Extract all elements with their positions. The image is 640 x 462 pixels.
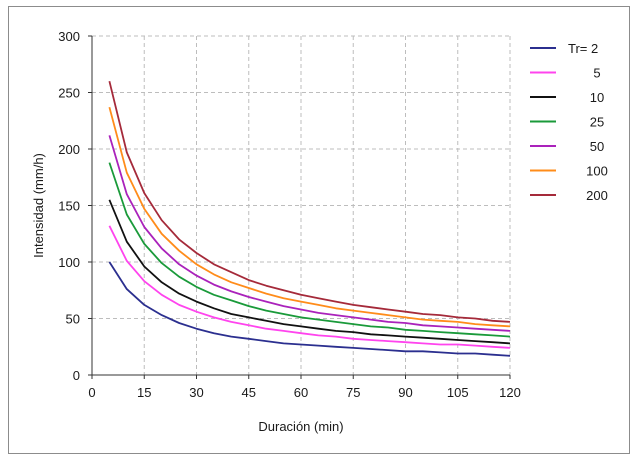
y-tick-label: 50 xyxy=(66,312,80,327)
series-line-1 xyxy=(108,225,511,349)
x-tick-label: 90 xyxy=(398,385,412,400)
y-tick-label: 200 xyxy=(58,142,80,157)
legend-label-0: Tr= 2 xyxy=(568,41,598,56)
legend-label-5: 100 xyxy=(586,164,608,179)
y-tick-label: 250 xyxy=(58,86,80,101)
series-line-4 xyxy=(108,135,511,332)
y-tick-label: 100 xyxy=(58,255,80,270)
legend-label-2: 10 xyxy=(590,90,604,105)
gridlines xyxy=(92,35,511,375)
series-line-2 xyxy=(108,199,511,345)
y-axis-title: Intensidad (mm/h) xyxy=(31,153,46,258)
x-tick-label: 0 xyxy=(88,385,95,400)
x-tick-label: 75 xyxy=(346,385,360,400)
series-line-3 xyxy=(108,162,511,338)
x-tick-label: 45 xyxy=(242,385,256,400)
x-tick-label: 120 xyxy=(499,385,521,400)
legend: Tr= 2 5 10 25 50 100 200 xyxy=(530,41,608,203)
x-tick-label: 60 xyxy=(294,385,308,400)
y-tick-label: 300 xyxy=(58,29,80,44)
series-line-0 xyxy=(108,261,511,357)
series-line-6 xyxy=(108,80,511,323)
legend-label-1: 5 xyxy=(593,66,600,81)
x-tick-label: 30 xyxy=(189,385,203,400)
legend-label-6: 200 xyxy=(586,188,608,203)
legend-label-3: 25 xyxy=(590,115,604,130)
series-line-5 xyxy=(108,106,511,328)
tick-labels: 0 15 30 45 60 75 90 105 120 0 50 100 150 200 250 300 xyxy=(58,29,521,400)
legend-label-4: 50 xyxy=(590,139,604,154)
x-axis-title: Duración (min) xyxy=(258,419,343,434)
y-tick-label: 0 xyxy=(73,368,80,383)
x-tick-label: 15 xyxy=(137,385,151,400)
y-tick-label: 150 xyxy=(58,199,80,214)
x-tick-label: 105 xyxy=(447,385,469,400)
series-lines xyxy=(108,80,511,357)
